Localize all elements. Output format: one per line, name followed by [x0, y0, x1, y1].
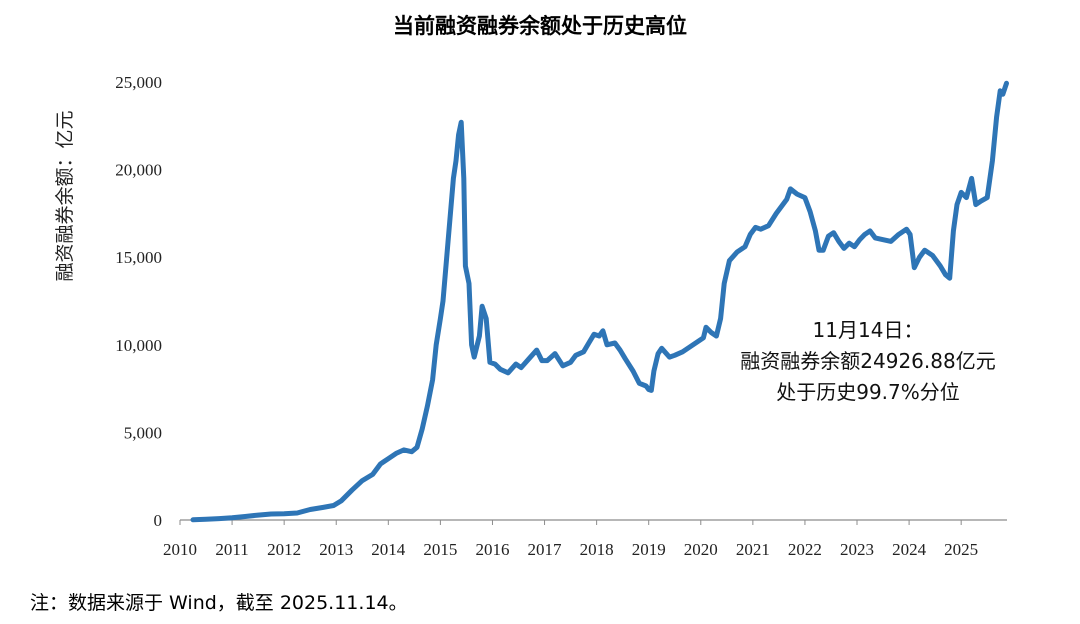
x-tick-label: 2010	[163, 540, 197, 559]
annotation-date: 11月14日：	[813, 318, 924, 342]
y-tick-label: 0	[154, 511, 163, 530]
x-tick-label: 2023	[840, 540, 874, 559]
x-axis-ticks: 2010 2011 2012 2013 2014 2015 2016 2017 2018 2019…	[163, 520, 978, 559]
x-tick-label: 2025	[944, 540, 978, 559]
x-tick-label: 2011	[215, 540, 248, 559]
x-tick-label: 2024	[892, 540, 927, 559]
y-tick-label: 15,000	[115, 248, 162, 267]
x-tick-label: 2016	[475, 540, 509, 559]
annotation-percentile: 处于历史99.7%分位	[776, 380, 960, 404]
x-tick-label: 2015	[423, 540, 457, 559]
y-axis-label-text: 融资融券余额：亿元	[54, 110, 76, 281]
y-tick-label: 25,000	[115, 73, 162, 92]
y-tick-label: 5,000	[124, 423, 162, 442]
x-tick-label: 2020	[684, 540, 718, 559]
annotation-balance: 融资融券余额24926.88亿元	[740, 349, 995, 373]
footnote: 注：数据来源于 Wind，截至 2025.11.14。	[30, 592, 408, 614]
x-tick-label: 2022	[788, 540, 822, 559]
y-axis-label: 融资融券余额：亿元	[54, 110, 76, 281]
x-tick-label: 2021	[736, 540, 770, 559]
series-line-margin-balance	[190, 80, 1009, 523]
x-tick-label: 2013	[319, 540, 353, 559]
chart-title: 当前融资融券余额处于历史高位	[393, 14, 687, 38]
y-tick-label: 20,000	[115, 161, 162, 180]
x-tick-label: 2012	[267, 540, 301, 559]
x-tick-label: 2018	[580, 540, 614, 559]
y-tick-label: 10,000	[115, 336, 162, 355]
x-tick-label: 2014	[371, 540, 406, 559]
y-axis-ticks: 0 5,000 10,000 15,000 20,000 25,000	[115, 73, 162, 530]
x-tick-label: 2017	[528, 540, 563, 559]
annotation: 11月14日： 融资融券余额24926.88亿元 处于历史99.7%分位	[740, 318, 995, 404]
x-tick-label: 2019	[632, 540, 666, 559]
